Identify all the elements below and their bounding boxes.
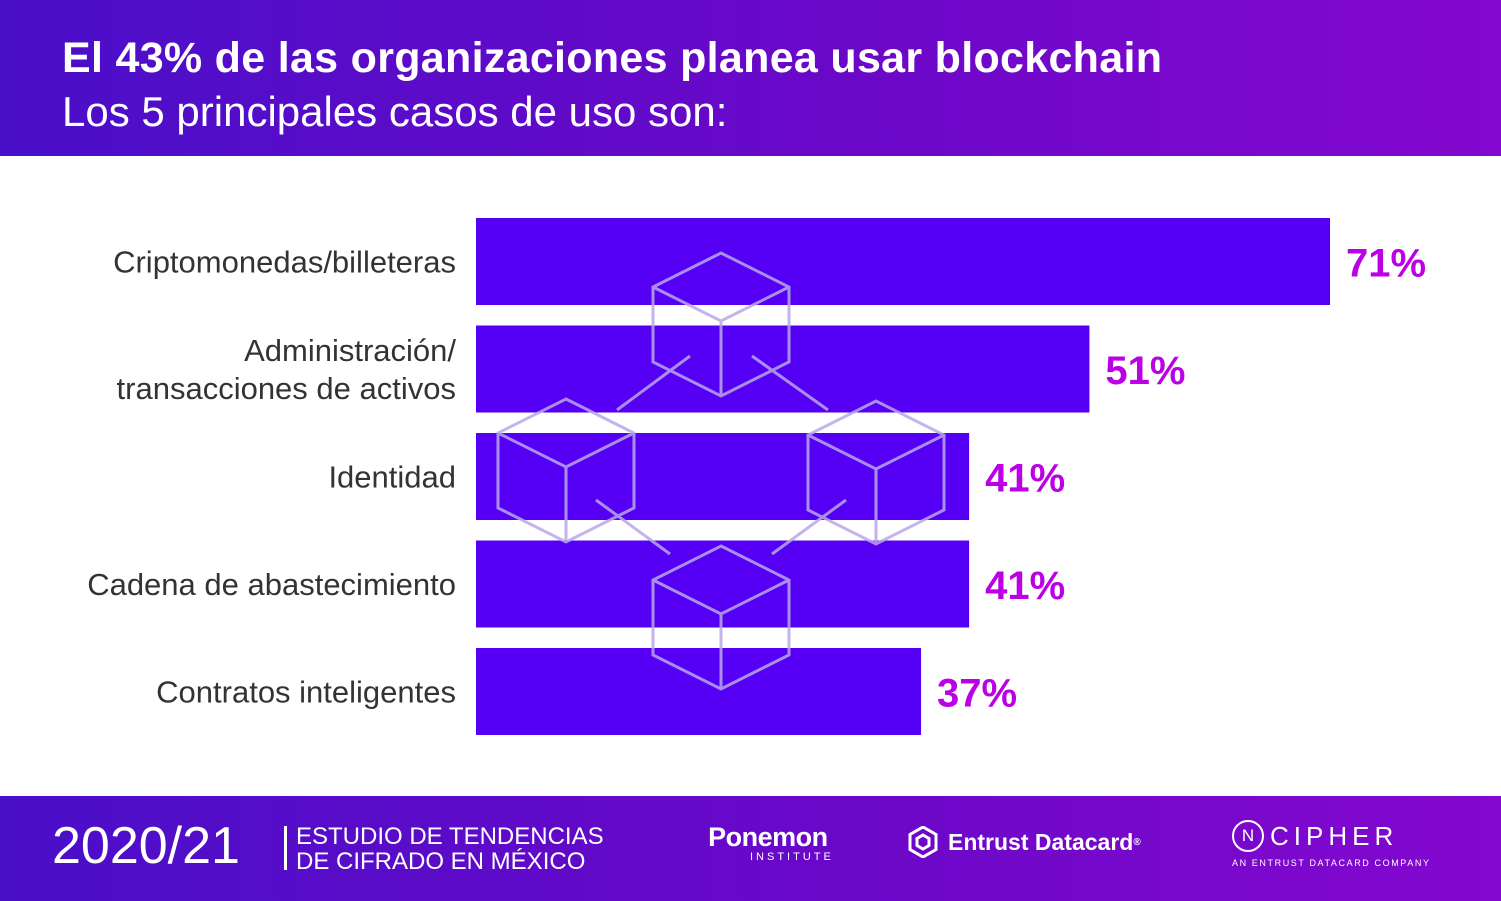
- entrust-datacard-logo: Entrust Datacard ®: [908, 826, 1141, 858]
- blockchain-watermark-icon: [496, 251, 946, 691]
- category-label-3-0: Cadena de abastecimiento: [87, 567, 456, 602]
- bar-0: [476, 218, 1330, 305]
- footer-divider: [284, 826, 287, 870]
- ncipher-logo-sub: AN ENTRUST DATACARD COMPANY: [1232, 858, 1431, 868]
- ncipher-logo: N CIPHER AN ENTRUST DATACARD COMPANY: [1232, 820, 1431, 868]
- footer-banner: 2020/21 ESTUDIO DE TENDENCIAS DE CIFRADO…: [0, 796, 1501, 901]
- category-label-2-0: Identidad: [328, 460, 456, 495]
- ncipher-logo-name: N CIPHER: [1232, 820, 1431, 852]
- ncipher-n-icon: N: [1232, 820, 1264, 852]
- category-label-4-0: Contratos inteligentes: [156, 675, 456, 710]
- value-label-3: 41%: [985, 564, 1065, 608]
- bar-chart: 71% Criptomonedas/billeteras 51% Administra…: [87, 218, 1426, 735]
- entrust-logo-name: Entrust Datacard: [948, 828, 1134, 855]
- ponemon-logo-sub: INSTITUTE: [750, 851, 834, 863]
- study-name: ESTUDIO DE TENDENCIAS DE CIFRADO EN MÉXI…: [296, 824, 604, 874]
- ponemon-logo-name: Ponemon: [708, 822, 828, 852]
- page-title: El 43% de las organizaciones planea usar…: [62, 34, 1163, 82]
- bar-2: [476, 433, 970, 520]
- ponemon-logo: Ponemon INSTITUTE: [702, 822, 834, 863]
- category-label-0-0: Criptomonedas/billeteras: [113, 245, 456, 280]
- category-label-1-0: Administración/: [244, 333, 456, 368]
- page-subtitle: Los 5 principales casos de uso son:: [62, 88, 728, 135]
- study-year: 2020/21: [52, 817, 240, 875]
- value-label-4: 37%: [937, 672, 1017, 716]
- value-label-0: 71%: [1346, 242, 1426, 286]
- study-name-line2: DE CIFRADO EN MÉXICO: [296, 848, 586, 875]
- value-label-1: 51%: [1105, 349, 1185, 393]
- chart-bars: 71% Criptomonedas/billeteras 51% Administra…: [87, 218, 1426, 735]
- value-label-2: 41%: [985, 457, 1065, 501]
- category-label-1-1: transacciones de activos: [117, 371, 456, 406]
- header-banner: El 43% de las organizaciones planea usar…: [0, 0, 1501, 156]
- entrust-logo-reg: ®: [1133, 836, 1141, 848]
- hexagon-icon: [908, 826, 938, 858]
- ncipher-logo-word: CIPHER: [1270, 820, 1399, 851]
- bar-1: [476, 325, 1090, 413]
- study-name-line1: ESTUDIO DE TENDENCIAS: [296, 823, 604, 850]
- bar-4: [476, 648, 922, 735]
